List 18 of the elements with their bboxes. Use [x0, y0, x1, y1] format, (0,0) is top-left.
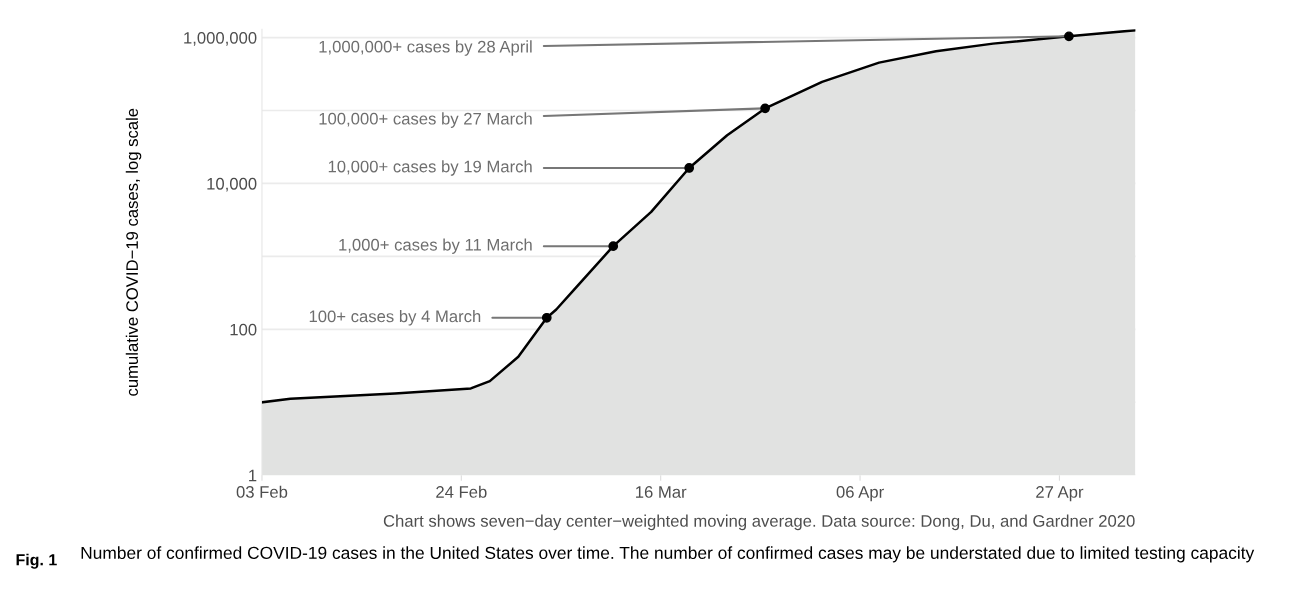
text: Number of confirmed COVID-19 cases in the United States over time. The number of confirmed cases may be understated due to limited testing capacity [81, 546, 1255, 563]
x-tick-label: 24 Feb [436, 485, 487, 498]
annotation: 10,000+ cases by 19 March [328, 160, 532, 176]
y-tick-label: 10,000 [207, 177, 257, 192]
y-tick-label: 1,000,000 [184, 31, 257, 46]
text: Chart shows seven−day center−weighted moving average. Data source: Dong, Du, and Gardner 2020 [383, 514, 1135, 531]
y-axis-title: cumulative COVID−19 cases, log scale [125, 108, 142, 396]
x-tick-label: 16 Mar [636, 486, 687, 498]
x-tick-label: 03 Feb [236, 485, 288, 498]
y-tick-label: 100 [230, 323, 257, 336]
x-tick-label: 06 Apr [836, 486, 884, 502]
x-tick-label: 27 Apr [1036, 486, 1084, 502]
caption: Fig. 1 [16, 553, 57, 569]
annotation: 1,000,000+ cases by 28 April [319, 40, 532, 56]
annotation: 1,000+ cases by 11 March [339, 238, 532, 254]
annotation: 100+ cases by 4 March [309, 310, 481, 326]
y-tick-label: 1 [249, 469, 257, 482]
annotation: 100,000+ cases by 27 March [319, 112, 532, 128]
